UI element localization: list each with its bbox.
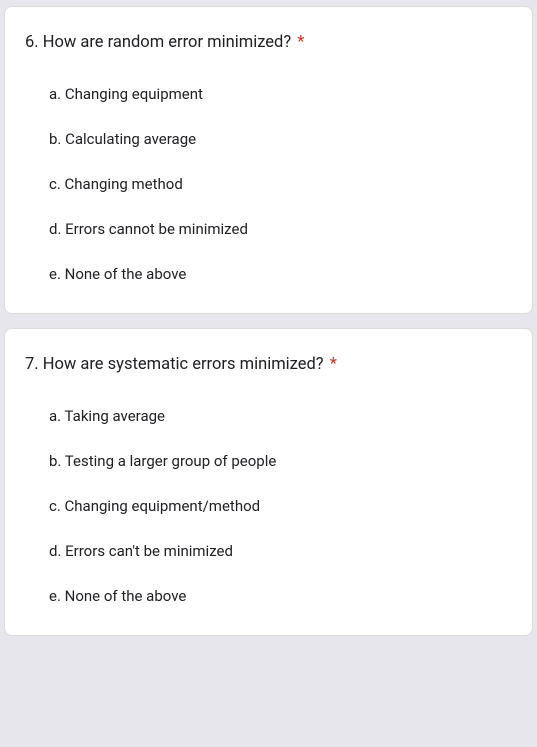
question-text: How are random error minimized?	[43, 33, 291, 52]
option-a[interactable]: a. Taking average	[49, 406, 512, 427]
option-e[interactable]: e. None of the above	[49, 264, 512, 285]
options-list: a. Taking average b. Testing a larger gr…	[25, 406, 512, 607]
question-text: How are systematic errors minimized?	[43, 355, 324, 374]
question-number: 7.	[25, 355, 39, 374]
option-c[interactable]: c. Changing method	[49, 174, 512, 195]
option-a[interactable]: a. Changing equipment	[49, 84, 512, 105]
option-c[interactable]: c. Changing equipment/method	[49, 496, 512, 517]
option-d[interactable]: d. Errors can't be minimized	[49, 541, 512, 562]
question-card-7: 7. How are systematic errors minimized? …	[4, 328, 533, 636]
option-d[interactable]: d. Errors cannot be minimized	[49, 219, 512, 240]
option-b[interactable]: b. Testing a larger group of people	[49, 451, 512, 472]
question-number: 6.	[25, 33, 39, 52]
required-indicator: *	[330, 355, 337, 374]
question-title: 7. How are systematic errors minimized? …	[25, 353, 512, 378]
required-indicator: *	[297, 33, 304, 52]
options-list: a. Changing equipment b. Calculating ave…	[25, 84, 512, 285]
option-e[interactable]: e. None of the above	[49, 586, 512, 607]
question-card-6: 6. How are random error minimized? * a. …	[4, 6, 533, 314]
option-b[interactable]: b. Calculating average	[49, 129, 512, 150]
question-title: 6. How are random error minimized? *	[25, 31, 512, 56]
